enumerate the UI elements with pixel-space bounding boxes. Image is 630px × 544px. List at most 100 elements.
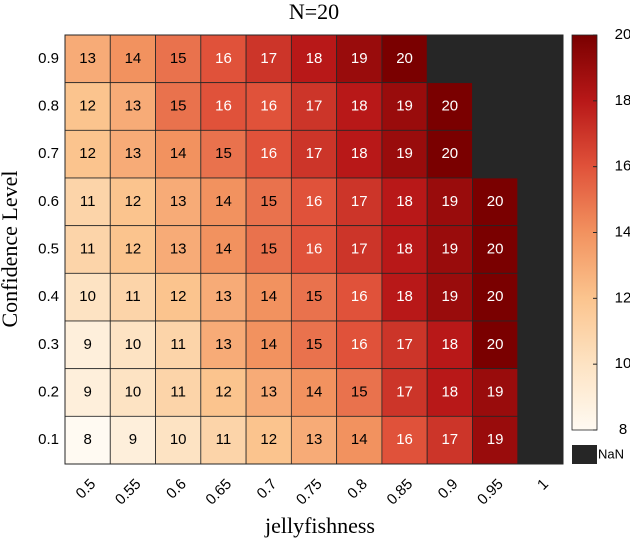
cell-label: 11 [80,240,96,257]
heat-cell [200,82,247,131]
cell-label: 16 [260,145,277,162]
heat-cell [381,320,428,370]
cell-label: 9 [83,383,91,400]
cell-label: 19 [441,193,458,210]
cell-label: 13 [215,336,232,353]
cell-label: 19 [351,50,368,67]
cell-label: 15 [170,50,187,67]
colorbar-tick-label: 18 [615,92,630,109]
y-tick-label: 0.5 [38,240,59,257]
cell-label: 10 [125,336,142,353]
heat-cell [472,272,519,322]
heat-cell [381,225,428,274]
x-tick-label: 0.75 [293,476,326,509]
cell-label: 16 [351,288,368,305]
heat-cell [155,129,202,179]
heat-cell [381,272,428,322]
heat-cell [109,368,156,417]
y-tick-label: 0.6 [38,193,59,210]
cell-label: 19 [441,240,458,257]
cell-label: 16 [215,97,232,114]
cell-label: 16 [306,240,323,257]
cell-label: 18 [441,336,458,353]
cell-label: 18 [441,383,458,400]
cell-label: 14 [260,336,277,353]
colorbar-tick-label: 20 [615,26,630,43]
cell-label: 12 [260,431,277,448]
cell-label: 13 [306,431,323,448]
cell-label: 20 [396,50,413,67]
heat-cell [290,82,338,131]
cell-label: 19 [487,431,504,448]
y-tick-label: 0.3 [38,336,59,353]
x-tick-label: 0.85 [384,476,417,509]
cell-label: 15 [306,336,323,353]
heat-cell [336,225,383,274]
heat-cell [64,368,111,417]
cell-label: 13 [125,145,142,162]
cell-label: 17 [260,50,277,67]
cell-label: 20 [487,288,504,305]
heat-cell [381,34,428,84]
cell-label: 17 [306,145,323,162]
cell-label: 9 [129,431,137,448]
x-axis-label: jellyfishness [264,513,375,538]
cell-label: 11 [170,336,186,353]
cell-label: 11 [216,431,232,448]
heat-cell [155,415,202,465]
heat-cell [200,129,247,179]
cell-label: 12 [79,97,96,114]
heat-cell [426,82,473,131]
cell-label: 17 [351,240,368,257]
cell-label: 19 [441,288,458,305]
colorbar-tick-label: 14 [615,223,630,240]
cell-label: 18 [396,193,413,210]
heat-cell [336,129,383,179]
heat-cell [426,129,473,179]
x-tick-label: 0.55 [112,476,145,509]
heat-cell [200,320,247,370]
heat-cell [426,415,473,465]
colorbar [571,34,598,431]
cell-label: 18 [306,50,323,67]
heat-cell [426,320,473,370]
heat-cell [290,320,338,370]
cell-label: 18 [396,288,413,305]
heat-cell [290,272,338,322]
cell-label: 17 [396,383,413,400]
cell-label: 13 [215,288,232,305]
cell-label: 20 [441,145,458,162]
heat-cell [200,272,247,322]
y-tick-label: 0.2 [38,383,59,400]
heat-cell [426,177,473,227]
y-tick-label: 0.4 [38,288,59,305]
x-tick-label: 0.5 [73,476,100,503]
heat-cell [64,129,111,179]
cell-label: 17 [351,193,368,210]
plot-frame [64,34,564,465]
cell-label: 14 [215,193,232,210]
cell-label: 11 [125,288,141,305]
heat-cell [472,368,519,417]
x-tick-label: 0.95 [474,476,507,509]
cell-label: 17 [441,431,458,448]
colorbar-tick-label: 10 [615,355,630,372]
cell-label: 19 [396,97,413,114]
heat-cell [109,272,156,322]
cell-label: 16 [306,193,323,210]
cell-label: 12 [79,145,96,162]
heat-cell [290,415,338,465]
x-tick-label: 0.6 [163,476,190,503]
heat-cell [245,129,292,179]
cell-label: 14 [125,50,142,67]
heat-cell [472,225,519,274]
heat-cell [290,129,338,179]
cell-label: 20 [487,240,504,257]
heat-cell [336,320,383,370]
nan-label: NaN [598,446,624,461]
cell-label: 9 [83,336,91,353]
y-tick-label: 0.7 [38,145,59,162]
heat-cell [245,177,292,227]
x-tick-label: 0.9 [435,476,462,503]
colorbar-tick-label: 12 [615,289,630,306]
